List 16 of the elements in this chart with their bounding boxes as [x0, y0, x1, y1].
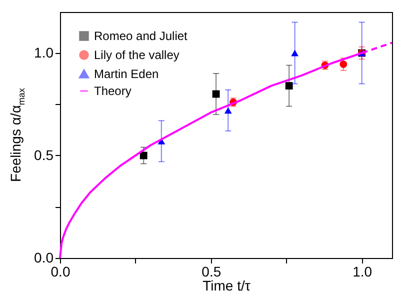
y-tick-label: 0.0 — [34, 250, 54, 266]
x-axis-title: Time t/τ — [202, 278, 251, 294]
point — [224, 107, 232, 114]
legend-label: Martin Eden — [94, 67, 159, 81]
y-tick-label: 0.5 — [34, 147, 54, 163]
point — [140, 152, 148, 160]
point — [291, 50, 299, 56]
point — [340, 60, 348, 68]
legend-label: Lily of the valley — [94, 48, 180, 62]
y-tick-label: 1.0 — [34, 44, 54, 60]
point — [285, 82, 293, 90]
legend-label: Romeo and Juliet — [94, 29, 188, 43]
x-tick-label: 1.0 — [352, 264, 372, 280]
x-tick-label: 0.5 — [202, 264, 222, 280]
x-tick-label: 0.0 — [50, 264, 70, 280]
legend-label: Theory — [94, 84, 132, 98]
